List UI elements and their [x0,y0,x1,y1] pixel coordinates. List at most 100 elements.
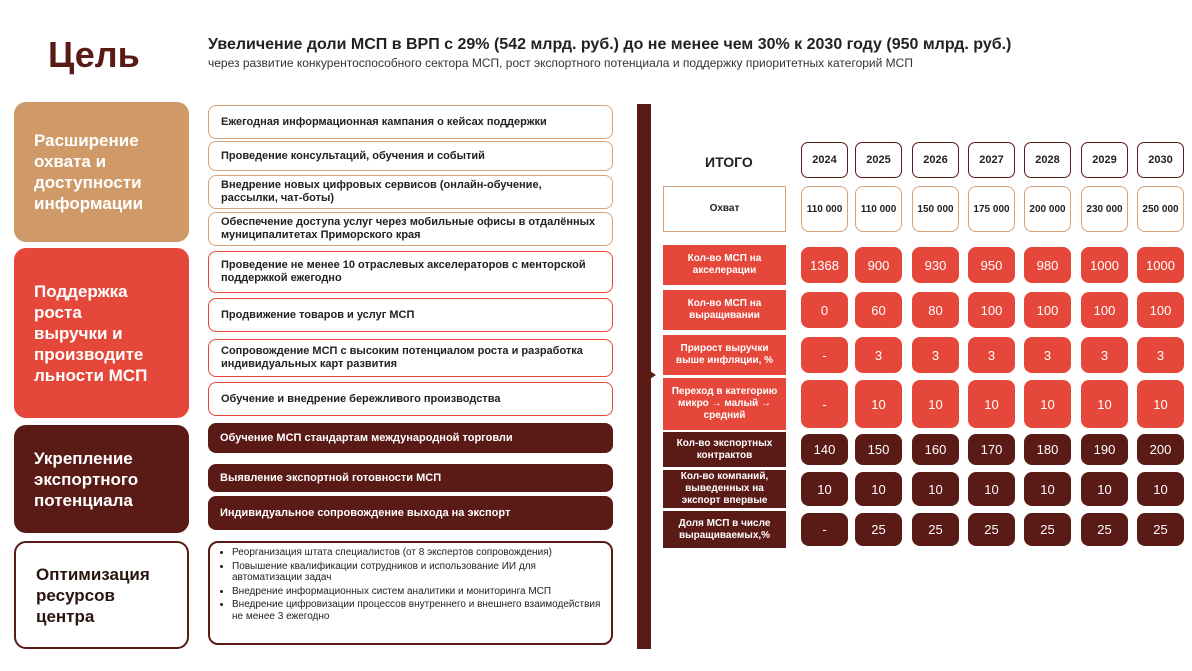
table-cell: 100 [1081,292,1128,328]
category-label-line: экспортного [34,469,139,489]
table-cell: 10 [912,472,959,506]
table-cell: 80 [912,292,959,328]
resource-item: Повышение квалификации сотрудников и исп… [232,561,603,584]
table-cell: 100 [968,292,1015,328]
row-label: Охват [663,186,786,232]
category-label-line: охвата и [34,152,107,171]
table-cell: 200 000 [1024,186,1071,232]
action-item: Сопровождение МСП с высоким потенциалом … [208,339,613,377]
page-title: Увеличение доли МСП в ВРП с 29% (542 млр… [208,36,1012,53]
category-label-line: производите [34,344,144,364]
table-cell: 25 [968,513,1015,546]
table-cell: 3 [912,337,959,373]
table-cell: 10 [1081,380,1128,428]
action-item: Проведение не менее 10 отраслевых акселе… [208,251,613,293]
table-cell: 3 [855,337,902,373]
arrow-icon [650,371,656,379]
table-cell: 3 [1024,337,1071,373]
year-header: 2024 [801,142,848,178]
table-cell: 3 [968,337,1015,373]
action-item: Продвижение товаров и услуг МСП [208,298,613,332]
category-block: Укрепление экспортного потенциала [14,425,189,533]
table-cell: 60 [855,292,902,328]
category-label-line: роста [34,302,82,322]
table-cell: 10 [1081,472,1128,506]
table-cell: 110 000 [855,186,902,232]
table-cell: 10 [1137,380,1184,428]
category-block: Расширение охвата и доступности информации [14,102,189,242]
category-label: Поддержка роста выручки и производите льност… [34,281,147,386]
action-item: Обучение и внедрение бережливого произво… [208,382,613,416]
row-label: Доля МСП в числе выращиваемых,% [663,511,786,548]
category-label-line: Укрепление [34,448,133,468]
table-cell: 110 000 [801,186,848,232]
category-label-line: ресурсов [36,585,115,605]
table-cell: 190 [1081,434,1128,465]
category-block: Оптимизация ресурсов центра [14,541,189,649]
row-label: Прирост выручки выше инфляции, % [663,335,786,375]
table-cell: 10 [912,380,959,428]
table-cell: 180 [1024,434,1071,465]
table-cell: 10 [1024,380,1071,428]
category-label-line: льности МСП [34,365,148,385]
table-cell: 170 [968,434,1015,465]
category-label-line: Расширение [34,131,139,150]
table-cell: 150 [855,434,902,465]
table-cell: 200 [1137,434,1184,465]
table-cell: 100 [1024,292,1071,328]
action-item: Внедрение новых цифровых сервисов (онлай… [208,175,613,209]
category-label: Оптимизация ресурсов центра [36,564,150,627]
table-cell: 160 [912,434,959,465]
table-cell: 10 [1137,472,1184,506]
action-item: Проведение консультаций, обучения и собы… [208,141,613,171]
table-total-label: ИТОГО [705,154,753,170]
table-cell: 25 [855,513,902,546]
table-cell: - [801,380,848,428]
table-cell: 980 [1024,247,1071,283]
table-cell: 1000 [1081,247,1128,283]
row-label: Переход в категорию микро → малый → сред… [663,378,786,430]
year-header: 2027 [968,142,1015,178]
resource-item: Реорганизация штата специалистов (от 8 э… [232,547,603,559]
table-cell: 1368 [801,247,848,283]
year-header: 2028 [1024,142,1071,178]
category-label: Укрепление экспортного потенциала [34,448,138,511]
table-cell: 150 000 [912,186,959,232]
table-cell: 10 [855,380,902,428]
year-header: 2026 [912,142,959,178]
category-label-line: выручки и [34,323,123,343]
page-subtitle: через развитие конкурентоспособного сект… [208,56,913,70]
table-cell: 10 [855,472,902,506]
category-label-line: доступности [34,173,142,192]
row-label: Кол-во МСП на выращивании [663,290,786,330]
category-label: Расширение охвата и доступности информации [34,130,143,214]
table-cell: - [801,513,848,546]
category-label-line: Оптимизация [36,564,150,584]
table-cell: 3 [1081,337,1128,373]
category-label-line: центра [36,606,95,626]
category-label-line: Поддержка [34,281,128,301]
year-header: 2030 [1137,142,1184,178]
resource-list: Реорганизация штата специалистов (от 8 э… [208,541,613,645]
table-cell: 230 000 [1081,186,1128,232]
action-item: Обучение МСП стандартам международной то… [208,423,613,453]
action-item: Ежегодная информационная кампания о кейс… [208,105,613,139]
row-label: Кол-во МСП на акселерации [663,245,786,285]
category-label-line: информации [34,194,144,213]
resource-item: Внедрение информационных систем аналитик… [232,586,603,598]
table-cell: 950 [968,247,1015,283]
table-cell: 25 [912,513,959,546]
table-cell: 100 [1137,292,1184,328]
action-item: Выявление экспортной готовности МСП [208,464,613,492]
vertical-divider [637,104,651,649]
table-cell: 25 [1137,513,1184,546]
table-cell: 930 [912,247,959,283]
year-header: 2029 [1081,142,1128,178]
table-cell: 1000 [1137,247,1184,283]
table-cell: 25 [1024,513,1071,546]
table-cell: 900 [855,247,902,283]
table-cell: 3 [1137,337,1184,373]
action-item: Индивидуальное сопровождение выхода на э… [208,496,613,530]
action-item: Обеспечение доступа услуг через мобильны… [208,212,613,246]
table-cell: 25 [1081,513,1128,546]
